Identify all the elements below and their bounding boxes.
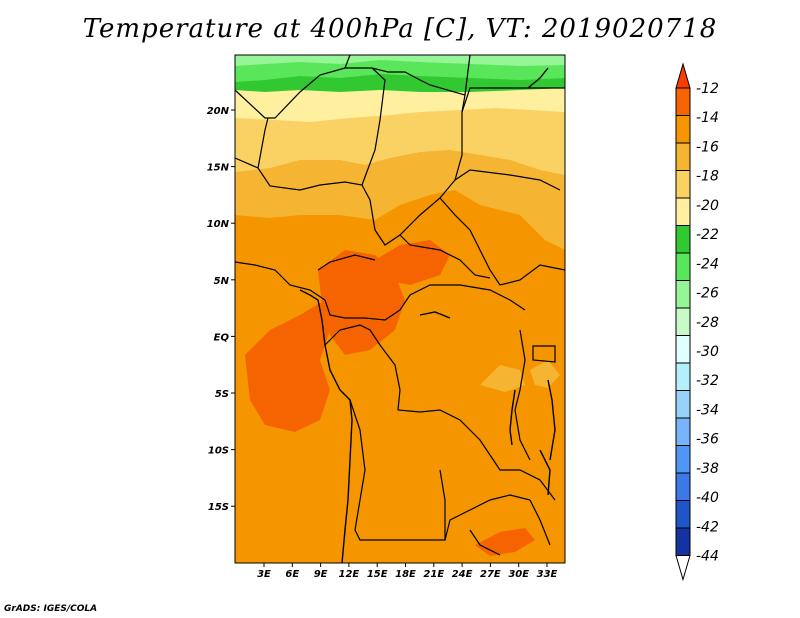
colorbar-label: -30 [696,344,719,360]
colorbar-label: -22 [696,227,719,243]
latitude-axis: 20N 15N 10N 5N EQ 5S 10S 15S [207,106,235,513]
lon-tick-label: 18E [395,569,416,580]
map-title: Temperature at 400hPa [C], VT: 201902071… [82,14,718,44]
band-minus-26 [235,55,565,66]
colorbar-label: -20 [696,198,719,214]
lat-tick-label: 5N [214,276,230,287]
light-patch-east [480,365,525,392]
colorbar-box [675,417,691,446]
colorbar-box [675,252,691,281]
colorbar-box [675,115,691,144]
coastlines [299,67,556,564]
warm-core-north [375,240,450,285]
colorbar-label: -12 [696,81,719,97]
lon-tick-label: 24E [452,569,473,580]
lat-tick-label: 20N [207,106,230,117]
colorbar-box [675,225,691,254]
lat-tick-label: 10N [207,219,230,230]
lat-tick-label: 5S [215,389,229,400]
colorbar-box [675,307,691,336]
lon-tick-label: 9E [314,569,328,580]
colorbar-label: -26 [696,286,719,302]
lon-tick-label: 12E [339,569,360,580]
lat-tick-label: EQ [214,332,230,343]
colorbar-box [675,500,691,529]
colorbar-label: -16 [696,139,719,155]
lon-tick-label: 15E [367,569,388,580]
colorbar-arrow-bottom [675,555,691,582]
lat-tick-label: 15S [208,502,229,513]
colorbar-label: -40 [696,490,719,506]
colorbar-box [675,362,691,391]
grads-credit: GrADS: IGES/COLA [4,604,98,614]
colorbar-box [675,527,691,556]
colorbar-box [675,87,691,116]
lon-tick-label: 30E [508,569,529,580]
colorbar-box [675,472,691,501]
colorbar-arrow-top [675,62,691,89]
colorbar-box [675,142,691,171]
colorbar-label: -32 [696,373,719,389]
lat-tick-label: 15N [207,163,230,174]
colorbar-label: -34 [696,402,719,418]
lon-tick-label: 21E [423,569,444,580]
colorbar-box [675,445,691,474]
country-borders [234,54,566,556]
colorbar-box [675,280,691,309]
warm-core-south [475,528,535,556]
lon-tick-label: 27E [480,569,501,580]
colorbar-box [675,390,691,419]
colorbar-box [675,335,691,364]
plot-frame [234,54,566,564]
colorbar-label: -18 [696,169,719,185]
colorbar-label: -14 [696,110,719,126]
colorbar-label: -28 [696,315,719,331]
lon-tick-label: 3E [257,569,271,580]
colorbar-box [675,170,691,199]
colorbar-label: -44 [696,549,719,565]
colorbar-label: -42 [696,519,719,535]
colorbar-label: -38 [696,461,719,477]
longitude-axis: 3E 6E 9E 12E 15E 18E 21E 24E 27E 30E 33E [257,563,558,580]
colorbar-label: -24 [696,256,719,272]
colorbar-label: -36 [696,432,719,448]
colorbar: -12 -14 -16 -18 -20 -22 -24 -26 -28 -30 -32 -34 -36 -… [675,62,719,582]
warm-core-west [245,300,330,432]
colorbar-box [675,197,691,226]
lon-tick-label: 33E [537,569,558,580]
lon-tick-label: 6E [285,569,299,580]
light-patch-east-2 [530,360,560,388]
lat-tick-label: 10S [208,446,229,457]
